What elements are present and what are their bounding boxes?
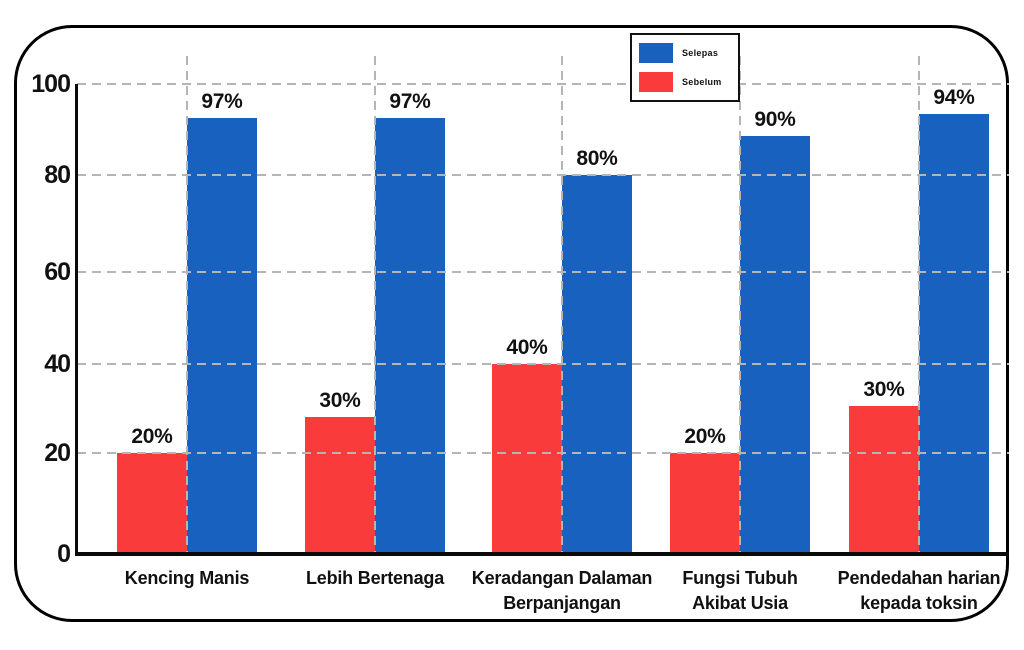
y-axis-tick-label-60: 60 [44, 258, 71, 286]
y-axis-tick-label-20: 20 [44, 439, 71, 467]
bar-selepas-lebih-bertenaga [375, 118, 445, 552]
bar-value-label-sebelum-1: 20% [131, 425, 173, 448]
gridline-horizontal-40 [77, 363, 1009, 365]
x-axis-line [76, 552, 1009, 556]
gridline-vertical-2 [374, 56, 376, 552]
bar-value-label-selepas-1: 97% [201, 90, 243, 114]
bar-sebelum-fungsi-tubuh [670, 453, 740, 552]
gridline-horizontal-60 [77, 271, 1009, 273]
legend-swatch-sebelum-icon [639, 72, 673, 92]
gridline-vertical-3 [561, 56, 563, 552]
legend-label-selepas: Selepas [682, 48, 719, 58]
bar-selepas-fungsi-tubuh [740, 136, 810, 552]
bar-sebelum-kencing-manis [117, 453, 187, 552]
bar-value-label-selepas-3: 80% [576, 147, 618, 170]
bar-sebelum-lebih-bertenaga [305, 417, 375, 552]
x-axis-category-label-keradangan-dalaman: Keradangan Dalaman Berpanjangan [471, 568, 653, 613]
x-axis-category-label-pendedahan-harian: Pendedahan harian kepada toksin [837, 568, 1001, 613]
bar-sebelum-pendedahan-harian [849, 406, 919, 552]
legend-label-sebelum: Sebelum [682, 77, 722, 87]
bar-value-label-sebelum-2: 30% [319, 389, 361, 413]
legend-entry-sebelum: Sebelum [639, 72, 738, 92]
gridline-vertical-1 [186, 56, 188, 552]
gridline-horizontal-20 [77, 452, 1009, 454]
bar-selepas-pendedahan-harian [919, 113, 989, 552]
bar-value-label-selepas-4: 90% [754, 108, 796, 132]
bar-value-label-sebelum-4: 20% [684, 425, 726, 448]
y-axis-tick-label-0: 0 [57, 540, 71, 568]
x-axis-category-label-lebih-bertenaga: Lebih Bertenaga [305, 568, 445, 588]
y-axis-tick-label-100: 100 [31, 70, 71, 98]
bar-selepas-kencing-manis [187, 118, 257, 552]
gridline-vertical-5 [918, 56, 920, 552]
gridline-vertical-4 [739, 56, 741, 552]
gridline-horizontal-100 [77, 83, 1009, 85]
bar-value-label-sebelum-3: 40% [506, 336, 548, 359]
y-axis-tick-label-80: 80 [44, 161, 71, 189]
x-axis-category-label-kencing-manis: Kencing Manis [124, 568, 250, 588]
chart-legend: Selepas Sebelum [630, 33, 740, 102]
bar-value-label-selepas-5: 94% [933, 85, 975, 109]
legend-entry-selepas: Selepas [639, 43, 738, 63]
y-axis-line [75, 84, 78, 556]
bar-value-label-selepas-2: 97% [389, 90, 431, 114]
y-axis-tick-label-40: 40 [44, 350, 71, 378]
bar-sebelum-keradangan-dalaman [492, 364, 562, 552]
legend-swatch-selepas-icon [639, 43, 673, 63]
x-axis-category-label-fungsi-tubuh: Fungsi Tubuh Akibat Usia [682, 568, 798, 613]
bar-value-label-sebelum-5: 30% [863, 378, 905, 402]
gridline-horizontal-80 [77, 174, 1009, 176]
